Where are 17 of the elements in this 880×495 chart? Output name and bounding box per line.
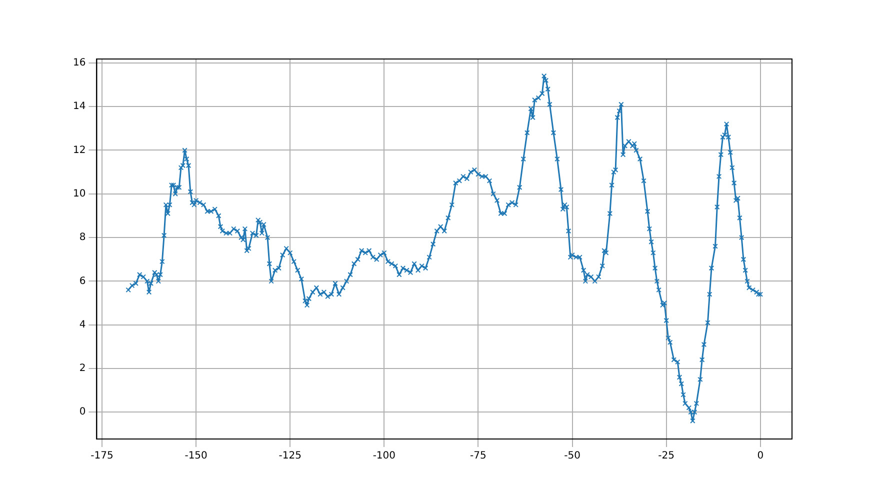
x-tick-label: -75 (470, 450, 486, 462)
y-tick-label: 12 (72, 144, 86, 156)
y-tick-label: 10 (72, 188, 86, 200)
x-tick-label: -150 (184, 450, 208, 462)
x-tick-label: -125 (278, 450, 302, 462)
y-tick-label: 6 (79, 276, 86, 287)
x-tick-label: -25 (658, 450, 675, 462)
y-tick-label: 8 (79, 232, 86, 244)
y-tick-label: 2 (79, 363, 86, 374)
y-tick-label: 16 (72, 58, 86, 69)
x-tick-label: 0 (757, 450, 764, 462)
x-tick-label: -175 (90, 450, 114, 462)
x-tick-label: -50 (564, 450, 580, 462)
y-tick-label: 0 (79, 406, 86, 418)
y-tick-label: 14 (72, 101, 86, 112)
x-tick-label: -100 (372, 450, 396, 462)
y-tick-label: 4 (79, 319, 86, 330)
